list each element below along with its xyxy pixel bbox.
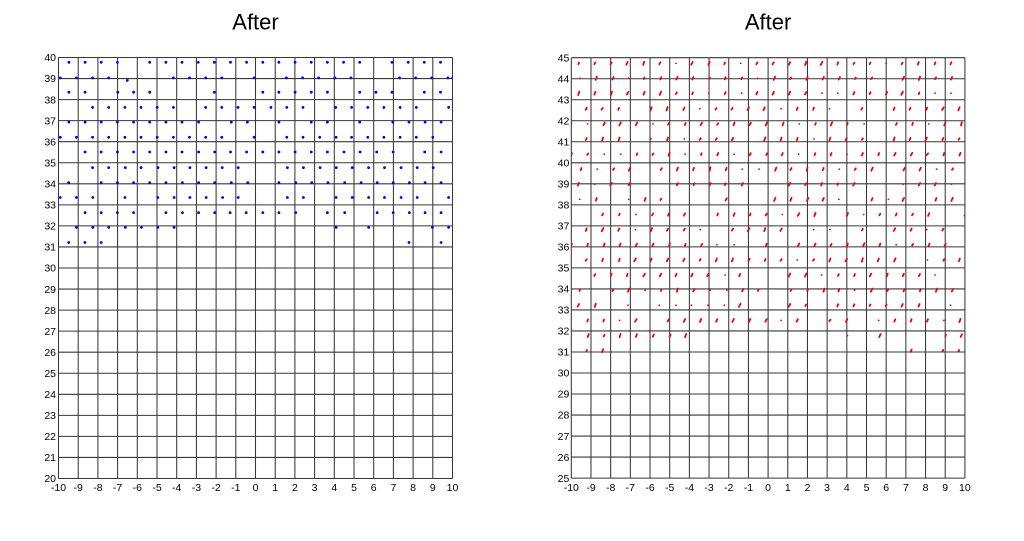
svg-text:After: After — [232, 10, 278, 35]
svg-text:4: 4 — [844, 482, 850, 494]
svg-text:42: 42 — [558, 116, 570, 128]
svg-text:27: 27 — [44, 326, 56, 338]
svg-text:34: 34 — [44, 179, 56, 191]
svg-text:39: 39 — [44, 73, 56, 85]
svg-text:-3: -3 — [192, 482, 201, 494]
svg-text:-5: -5 — [665, 482, 674, 494]
svg-text:20: 20 — [44, 473, 56, 485]
svg-text:-7: -7 — [113, 482, 122, 494]
svg-text:21: 21 — [44, 452, 56, 464]
svg-text:7: 7 — [903, 482, 909, 494]
svg-text:6: 6 — [371, 482, 377, 494]
svg-text:-2: -2 — [211, 482, 220, 494]
svg-text:32: 32 — [558, 326, 570, 338]
svg-text:26: 26 — [558, 452, 570, 464]
svg-text:33: 33 — [558, 305, 570, 317]
svg-text:-4: -4 — [172, 482, 181, 494]
svg-text:1: 1 — [785, 482, 791, 494]
svg-text:-3: -3 — [704, 482, 713, 494]
svg-text:36: 36 — [558, 242, 570, 254]
svg-text:5: 5 — [351, 482, 357, 494]
svg-text:25: 25 — [44, 368, 56, 380]
svg-text:-9: -9 — [586, 482, 595, 494]
svg-text:After: After — [745, 10, 791, 35]
svg-text:30: 30 — [558, 368, 570, 380]
svg-text:-9: -9 — [74, 482, 83, 494]
svg-text:38: 38 — [558, 200, 570, 212]
svg-text:30: 30 — [44, 263, 56, 275]
svg-text:28: 28 — [44, 305, 56, 317]
svg-text:41: 41 — [558, 137, 570, 149]
svg-text:28: 28 — [558, 410, 570, 422]
svg-text:31: 31 — [558, 347, 570, 359]
svg-text:-8: -8 — [93, 482, 102, 494]
svg-text:23: 23 — [44, 410, 56, 422]
svg-text:8: 8 — [923, 482, 929, 494]
svg-text:7: 7 — [390, 482, 396, 494]
svg-text:44: 44 — [558, 73, 570, 85]
svg-text:6: 6 — [883, 482, 889, 494]
svg-text:-10: -10 — [51, 482, 66, 494]
svg-text:-7: -7 — [626, 482, 635, 494]
svg-text:10: 10 — [959, 482, 971, 494]
svg-text:-10: -10 — [564, 482, 579, 494]
svg-text:4: 4 — [331, 482, 337, 494]
svg-text:38: 38 — [44, 94, 56, 106]
svg-text:35: 35 — [558, 263, 570, 275]
svg-text:26: 26 — [44, 347, 56, 359]
svg-text:-2: -2 — [724, 482, 733, 494]
svg-text:-4: -4 — [685, 482, 694, 494]
svg-text:39: 39 — [558, 179, 570, 191]
svg-text:31: 31 — [44, 242, 56, 254]
svg-text:2: 2 — [805, 482, 811, 494]
svg-text:0: 0 — [253, 482, 259, 494]
svg-text:29: 29 — [44, 284, 56, 296]
svg-text:9: 9 — [430, 482, 436, 494]
svg-text:3: 3 — [824, 482, 830, 494]
svg-text:3: 3 — [312, 482, 318, 494]
svg-text:9: 9 — [942, 482, 948, 494]
svg-text:27: 27 — [558, 431, 570, 443]
svg-text:34: 34 — [558, 284, 570, 296]
svg-text:0: 0 — [765, 482, 771, 494]
svg-text:-5: -5 — [152, 482, 161, 494]
svg-text:2: 2 — [292, 482, 298, 494]
svg-text:8: 8 — [410, 482, 416, 494]
svg-text:37: 37 — [558, 221, 570, 233]
svg-text:1: 1 — [272, 482, 278, 494]
svg-text:40: 40 — [558, 158, 570, 170]
svg-text:25: 25 — [558, 473, 570, 485]
svg-text:-6: -6 — [133, 482, 142, 494]
svg-text:24: 24 — [44, 389, 56, 401]
svg-text:36: 36 — [44, 136, 56, 148]
svg-text:37: 37 — [44, 115, 56, 127]
svg-text:32: 32 — [44, 221, 56, 233]
svg-text:40: 40 — [44, 52, 56, 64]
svg-text:35: 35 — [44, 157, 56, 169]
svg-text:10: 10 — [447, 482, 459, 494]
svg-text:-8: -8 — [606, 482, 615, 494]
svg-text:43: 43 — [558, 94, 570, 106]
svg-text:45: 45 — [558, 52, 570, 64]
svg-text:5: 5 — [864, 482, 870, 494]
svg-text:-1: -1 — [744, 482, 753, 494]
svg-text:-6: -6 — [645, 482, 654, 494]
svg-text:33: 33 — [44, 200, 56, 212]
svg-text:29: 29 — [558, 389, 570, 401]
svg-text:-1: -1 — [231, 482, 240, 494]
svg-text:22: 22 — [44, 431, 56, 443]
